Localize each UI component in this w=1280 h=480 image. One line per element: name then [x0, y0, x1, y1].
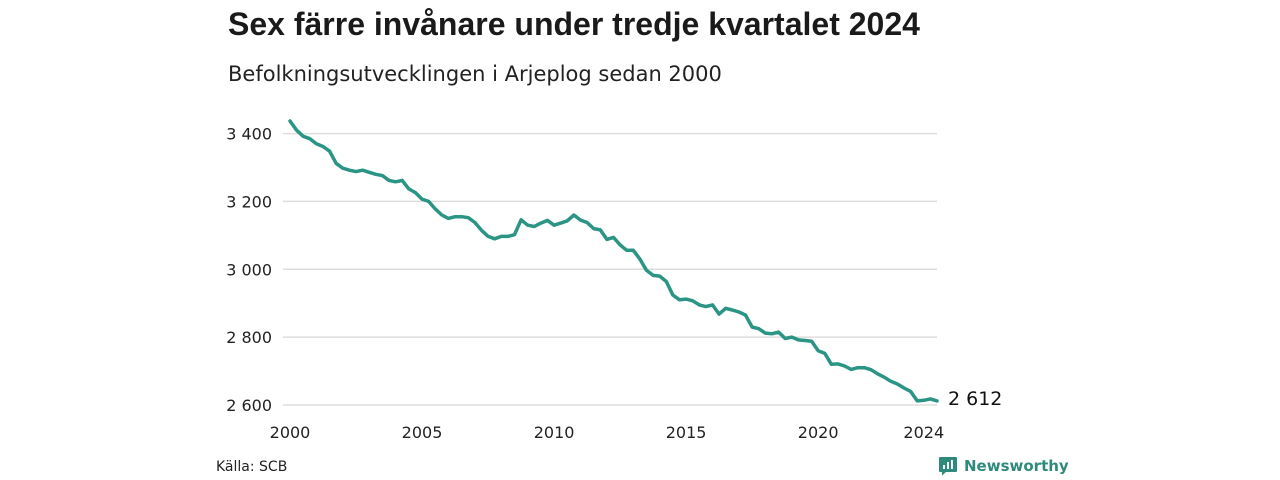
population-line — [288, 119, 939, 403]
y-tick-label: 3 200 — [226, 192, 272, 211]
end-value-label: 2 612 — [948, 388, 1002, 410]
chart-subtitle: Befolkningsutvecklingen i Arjeplog sedan… — [228, 62, 722, 86]
x-tick-label: 2005 — [402, 423, 443, 442]
chart-title: Sex färre invånare under tredje kvartale… — [228, 6, 920, 42]
y-tick-label: 2 800 — [226, 328, 272, 347]
brand-name: Newsworthy — [964, 457, 1069, 475]
brand-logo: Newsworthy — [938, 456, 1069, 476]
y-tick-label: 2 600 — [226, 396, 272, 415]
newsworthy-logo-icon — [938, 456, 958, 476]
x-tick-label: 2024 — [903, 423, 944, 442]
x-tick-label: 2000 — [270, 423, 311, 442]
y-tick-label: 3 400 — [226, 125, 272, 144]
source-note: Källa: SCB — [216, 459, 288, 475]
x-tick-label: 2020 — [798, 423, 839, 442]
y-tick-label: 3 000 — [226, 260, 272, 279]
x-tick-label: 2010 — [534, 423, 575, 442]
x-tick-label: 2015 — [666, 423, 707, 442]
